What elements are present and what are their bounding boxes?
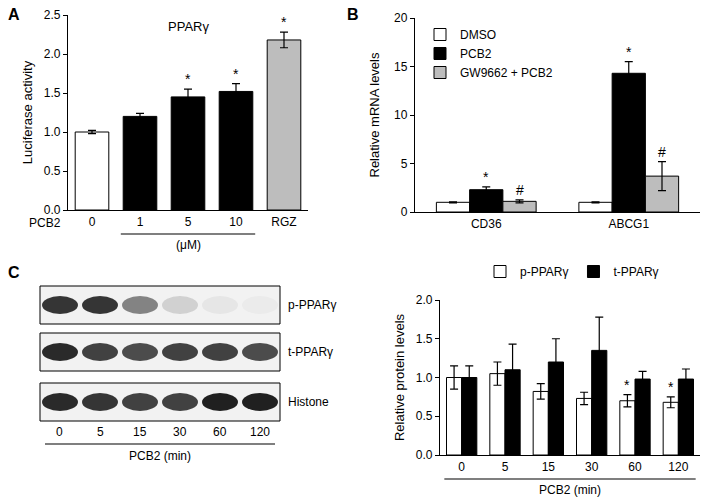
svg-text:*: * [233,66,239,82]
svg-text:*: * [483,169,489,185]
svg-text:120: 120 [668,460,688,474]
svg-text:Histone: Histone [288,395,329,409]
svg-text:p-PPARγ: p-PPARγ [520,265,568,279]
svg-text:GW9662 + PCB2: GW9662 + PCB2 [460,66,553,80]
svg-text:*: * [626,44,632,60]
svg-text:1.5: 1.5 [44,86,61,100]
svg-text:120: 120 [250,425,270,439]
svg-text:0: 0 [56,425,63,439]
svg-text:1.0: 1.0 [44,125,61,139]
svg-text:2.0: 2.0 [44,47,61,61]
svg-text:0: 0 [458,460,465,474]
svg-text:60: 60 [628,460,642,474]
svg-text:0.5: 0.5 [416,409,433,423]
svg-text:PCB2 (min): PCB2 (min) [129,449,191,463]
svg-text:30: 30 [173,425,187,439]
svg-text:2.5: 2.5 [44,8,61,22]
svg-text:ABCG1: ABCG1 [608,217,649,231]
svg-text:5: 5 [502,460,509,474]
svg-text:*: * [624,377,630,393]
svg-text:20: 20 [394,11,408,25]
svg-text:CD36: CD36 [471,217,502,231]
svg-text:A: A [8,6,20,23]
svg-text:*: * [185,71,191,87]
svg-text:C: C [8,264,20,281]
svg-text:PCB2: PCB2 [29,216,61,230]
svg-text:1.5: 1.5 [416,332,433,346]
svg-text:DMSO: DMSO [460,28,496,42]
svg-text:5: 5 [401,157,408,171]
svg-text:PCB2: PCB2 [460,47,492,61]
svg-text:30: 30 [585,460,599,474]
svg-text:RGZ: RGZ [271,215,296,229]
svg-text:15: 15 [542,460,556,474]
svg-text:#: # [658,144,666,160]
svg-text:1: 1 [137,215,144,229]
svg-text:*: * [281,14,287,30]
svg-text:t-PPARγ: t-PPARγ [288,345,333,359]
svg-text:10: 10 [229,215,243,229]
svg-text:Relative protein levels: Relative protein levels [392,313,407,441]
svg-text:5: 5 [97,425,104,439]
svg-text:Relative mRNA levels: Relative mRNA levels [367,52,382,177]
svg-text:(μM): (μM) [176,238,201,252]
svg-text:1.0: 1.0 [416,371,433,385]
svg-text:0: 0 [401,205,408,219]
svg-text:PPARγ: PPARγ [168,19,209,34]
svg-text:60: 60 [213,425,227,439]
svg-text:0.5: 0.5 [44,164,61,178]
svg-text:*: * [668,379,674,395]
svg-text:PCB2 (min): PCB2 (min) [539,483,601,497]
svg-text:15: 15 [133,425,147,439]
svg-text:0.0: 0.0 [44,203,61,217]
svg-text:0: 0 [89,215,96,229]
svg-text:15: 15 [394,60,408,74]
svg-text:Luciferase activity: Luciferase activity [20,60,35,164]
svg-text:10: 10 [394,108,408,122]
svg-text:2.0: 2.0 [416,293,433,307]
svg-text:5: 5 [185,215,192,229]
svg-text:0.0: 0.0 [416,448,433,462]
svg-text:#: # [516,182,524,198]
svg-text:t-PPARγ: t-PPARγ [613,265,658,279]
svg-text:p-PPARγ: p-PPARγ [288,298,336,312]
svg-text:B: B [347,6,359,23]
